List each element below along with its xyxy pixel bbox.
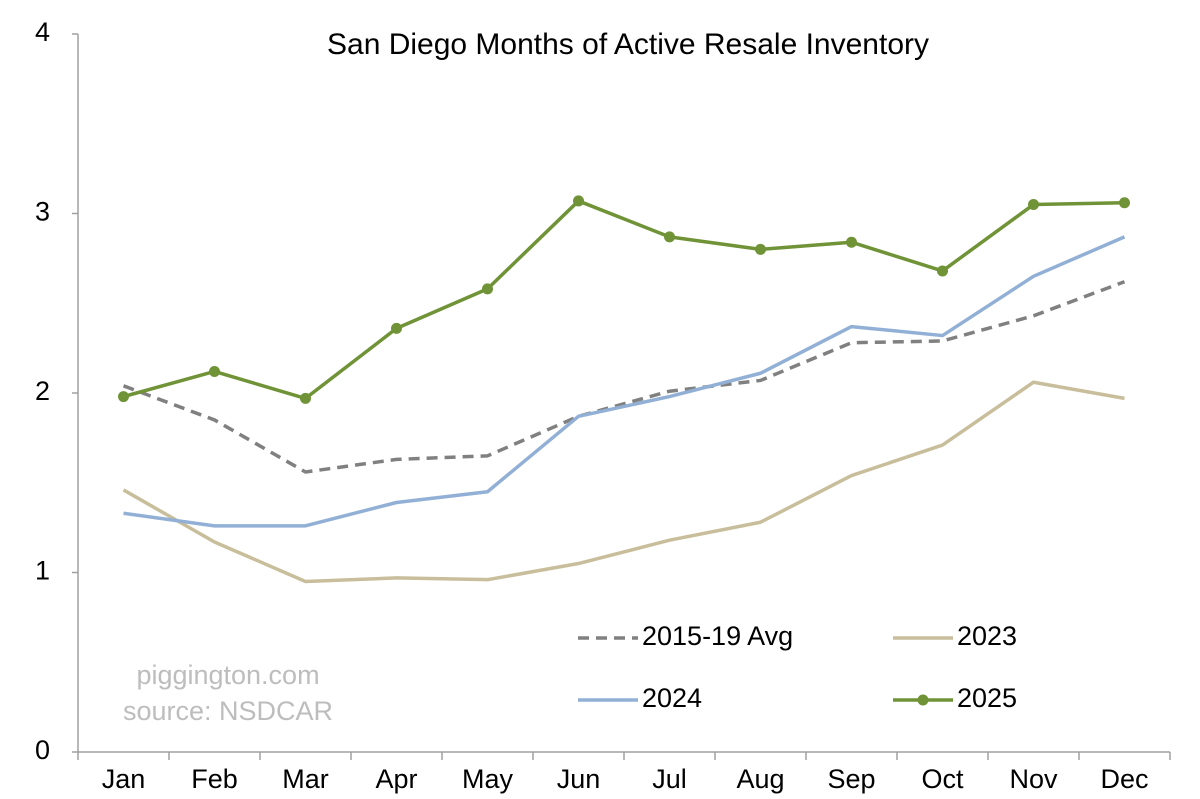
- point: [1028, 199, 1039, 211]
- point: [846, 236, 857, 248]
- x-tick-label: Aug: [736, 764, 784, 794]
- chart-title: San Diego Months of Active Resale Invent…: [327, 28, 929, 61]
- x-tick-label: Feb: [191, 764, 238, 794]
- x-tick-label: Sep: [827, 764, 875, 794]
- x-tick-label: Mar: [282, 764, 329, 794]
- annotation: source: NSDCAR: [123, 696, 333, 726]
- legend-marker: [917, 694, 929, 706]
- point: [937, 265, 948, 277]
- point: [664, 231, 675, 243]
- point: [755, 243, 766, 255]
- x-tick-label: May: [462, 764, 514, 794]
- x-tick-label: Jun: [557, 764, 601, 794]
- x-tick-label: Jul: [652, 764, 687, 794]
- series-line: [123, 199, 1125, 401]
- legend-label: 2025: [957, 683, 1017, 713]
- x-tick-label: Jan: [102, 764, 146, 794]
- point: [118, 391, 129, 403]
- y-tick-label: 2: [35, 376, 50, 406]
- point: [1119, 197, 1130, 209]
- x-tick-label: Nov: [1009, 764, 1058, 794]
- point: [482, 283, 493, 295]
- legend-label: 2024: [642, 683, 702, 713]
- y-tick-label: 0: [35, 735, 50, 765]
- y-tick-label: 1: [35, 556, 50, 586]
- x-tick-label: Oct: [921, 764, 964, 794]
- x-tick-label: Dec: [1100, 764, 1148, 794]
- series-line: [122, 280, 1126, 474]
- legend-label: 2023: [957, 621, 1017, 651]
- series-line: [122, 380, 1125, 584]
- y-tick-label: 3: [35, 197, 50, 227]
- point: [573, 195, 584, 207]
- x-tick-label: Apr: [375, 764, 417, 794]
- y-tick-label: 4: [35, 17, 50, 47]
- point: [300, 392, 311, 404]
- series-line: [123, 235, 1126, 528]
- annotation: piggington.com: [136, 660, 319, 690]
- legend-label: 2015-19 Avg: [642, 621, 793, 651]
- point: [391, 322, 402, 334]
- point: [209, 365, 220, 377]
